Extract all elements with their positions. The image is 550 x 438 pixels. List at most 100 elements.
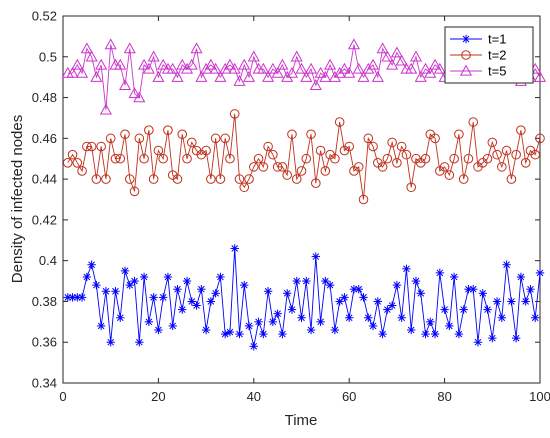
y-tick-label: 0.38 [32, 294, 57, 309]
data-point [291, 174, 302, 184]
data-point [268, 317, 278, 327]
data-point [345, 313, 354, 322]
data-point [210, 133, 221, 144]
data-point [234, 174, 245, 184]
data-point [501, 145, 512, 156]
data-point [114, 58, 127, 70]
data-point [449, 272, 459, 282]
data-point [330, 325, 340, 335]
data-point [101, 287, 111, 296]
data-point [531, 313, 540, 322]
data-point [138, 58, 151, 70]
data-point [144, 317, 154, 327]
data-point [306, 325, 316, 335]
data-point [106, 338, 115, 347]
data-point [461, 50, 471, 60]
data-point [533, 70, 547, 82]
legend-entry: t=5 [450, 64, 506, 79]
data-point [338, 62, 351, 74]
y-axis-ticks: 0.34 0.36 0.38 0.4 0.42 0.44 0.46 0.48 0.5 0.52 [32, 9, 540, 391]
data-point [204, 58, 217, 70]
data-point [172, 174, 183, 184]
data-point [464, 285, 473, 294]
data-point [128, 87, 141, 99]
data-point [295, 62, 308, 74]
data-point [82, 141, 92, 152]
x-axis-label: Time [285, 412, 318, 429]
data-point [390, 46, 403, 58]
data-point [516, 125, 526, 135]
data-point [330, 153, 340, 164]
data-point [152, 70, 165, 82]
data-point [225, 153, 235, 164]
data-point [163, 272, 173, 282]
data-point [357, 70, 370, 82]
data-point [177, 129, 188, 140]
data-point [334, 117, 345, 127]
data-point [71, 58, 84, 70]
data-point [392, 158, 402, 168]
data-point [244, 321, 254, 331]
series-line [67, 248, 541, 347]
data-point [116, 313, 125, 322]
data-point [166, 62, 179, 74]
data-point [352, 62, 365, 74]
data-point [381, 50, 394, 62]
data-point [95, 58, 108, 70]
data-point [319, 70, 332, 82]
data-point [511, 333, 521, 343]
data-point [118, 79, 132, 90]
data-point [201, 325, 211, 335]
data-point [157, 58, 170, 70]
data-point [285, 66, 299, 78]
data-point [454, 329, 464, 339]
data-point [409, 50, 423, 62]
x-tick-label: 0 [59, 389, 66, 404]
data-point [182, 276, 192, 286]
data-point [144, 125, 154, 135]
data-point [258, 162, 269, 172]
data-point [66, 66, 79, 78]
data-point [521, 297, 530, 306]
data-point [478, 289, 487, 298]
data-point [430, 329, 440, 339]
data-point [148, 174, 159, 184]
data-point [219, 62, 232, 74]
data-point [492, 149, 502, 160]
data-point [206, 174, 216, 184]
data-point [182, 153, 192, 164]
data-point [406, 182, 417, 193]
data-point [115, 153, 126, 164]
data-point [461, 34, 471, 44]
data-point [421, 329, 430, 339]
data-point [247, 50, 260, 62]
data-point [147, 50, 160, 62]
data-point [281, 70, 294, 82]
data-point [363, 133, 374, 144]
y-axis-label: Density of infected nodes [9, 115, 26, 283]
y-tick-label: 0.5 [39, 49, 57, 64]
data-point [507, 297, 516, 306]
data-point [235, 329, 244, 339]
data-point [186, 137, 197, 148]
data-point [168, 321, 177, 331]
data-point [133, 91, 146, 103]
y-tick-label: 0.44 [32, 172, 57, 187]
data-point [444, 170, 455, 180]
data-point [292, 276, 301, 286]
data-point [367, 58, 380, 70]
data-point [300, 70, 313, 82]
y-tick-label: 0.48 [32, 90, 57, 105]
data-point [266, 62, 279, 74]
data-point [262, 70, 275, 82]
data-point [282, 170, 292, 180]
data-point [158, 293, 168, 302]
data-point [309, 79, 322, 90]
data-point [282, 289, 292, 298]
data-point [253, 153, 264, 164]
data-point [297, 313, 306, 322]
legend: t=1t=2t=5 [444, 26, 534, 84]
data-point [306, 129, 316, 140]
data-point [429, 58, 442, 70]
data-point [497, 162, 507, 172]
